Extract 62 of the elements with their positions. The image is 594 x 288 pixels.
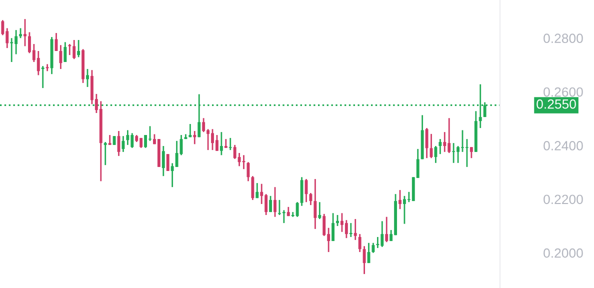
candlestick (188, 123, 192, 138)
candlestick (336, 214, 339, 227)
candlestick (322, 213, 326, 237)
candlestick (376, 236, 380, 249)
candlestick (24, 18, 26, 47)
candlestick (256, 182, 259, 199)
candlestick (251, 175, 254, 201)
candlestick (443, 131, 446, 153)
candlestick (425, 127, 428, 159)
candlestick (332, 212, 335, 242)
candlestick (220, 131, 223, 156)
candlestick (309, 192, 312, 206)
candlestick (228, 137, 232, 151)
candlestick (68, 43, 72, 56)
candlestick (278, 199, 281, 216)
candlestick (296, 201, 299, 218)
candlestick (434, 145, 438, 164)
candlestick (344, 219, 348, 239)
candlestick (398, 189, 402, 210)
candlestick (354, 218, 357, 241)
candlestick (246, 161, 250, 182)
candlestick (86, 68, 89, 88)
candlestick (46, 63, 49, 72)
candlestick (193, 130, 196, 145)
candlestick (144, 134, 148, 149)
candlestick (282, 209, 286, 224)
candlestick (59, 44, 62, 70)
candlestick (162, 145, 165, 177)
candlestick (274, 186, 276, 218)
candlestick (41, 65, 44, 89)
candlestick (385, 216, 388, 243)
candlestick (372, 242, 375, 254)
candlestick (269, 195, 272, 213)
candlestick (362, 245, 366, 275)
candlestick (104, 141, 107, 166)
candlestick (202, 117, 206, 133)
candlestick (314, 178, 317, 230)
candlestick (175, 140, 178, 168)
candlestick (166, 153, 170, 172)
ref-line-label: 0.2550 (536, 99, 576, 109)
candlestick (300, 176, 304, 207)
candlestick (122, 135, 125, 153)
candlestick (215, 134, 218, 152)
candlestick (64, 41, 67, 63)
y-tick-label: 0.2800 (544, 34, 583, 44)
candlestick (349, 222, 352, 238)
y-tick-label: 0.2600 (544, 87, 583, 97)
candlestick (72, 39, 76, 60)
candlestick (358, 233, 362, 253)
candlestick (470, 146, 473, 159)
candlestick (108, 134, 112, 146)
y-tick-label: 0.2200 (544, 194, 583, 204)
candlestick (77, 39, 80, 58)
candlestick (452, 142, 456, 164)
candlestick (126, 129, 130, 146)
y-tick-label: 0.2000 (544, 248, 583, 258)
candlestick (438, 138, 442, 155)
candlestick (10, 37, 14, 63)
candlestick (318, 201, 322, 220)
y-tick-label: 0.2400 (544, 141, 583, 150)
candlestick (19, 27, 22, 39)
candlestick (36, 50, 40, 76)
